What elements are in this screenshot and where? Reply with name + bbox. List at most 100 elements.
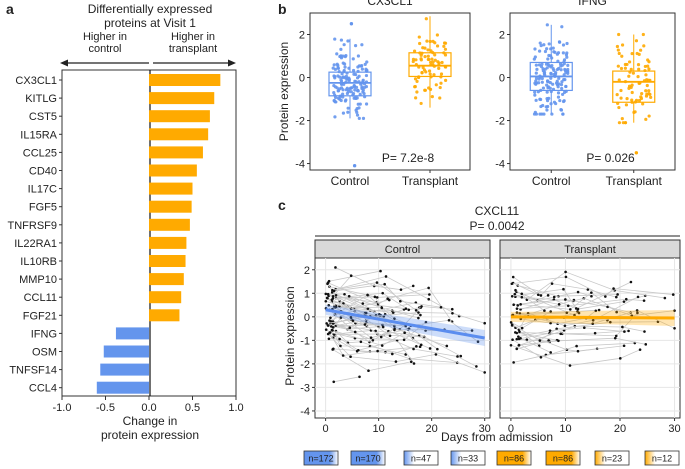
x-tick-label: Transplant [402, 174, 459, 188]
data-point [356, 88, 360, 92]
data-point [352, 72, 356, 76]
data-point [353, 88, 357, 92]
data-point [644, 117, 648, 121]
data-point [645, 83, 649, 88]
data-point [565, 51, 569, 55]
data-point [642, 44, 646, 48]
data-point [459, 354, 463, 358]
data-point [436, 347, 439, 351]
data-point [329, 316, 332, 320]
bar-cst5 [149, 110, 210, 123]
data-point [517, 343, 521, 347]
data-point [380, 344, 384, 347]
data-point [565, 311, 569, 315]
data-point [566, 70, 570, 74]
data-point [443, 64, 447, 69]
data-point [332, 83, 336, 88]
x-tick-label: 30 [668, 423, 680, 435]
subject-trajectory [521, 293, 575, 316]
subject-trajectory [328, 270, 381, 282]
data-point [391, 311, 395, 314]
subject-trajectory [325, 329, 415, 364]
data-point [625, 62, 629, 67]
bar-ccl4 [96, 381, 149, 394]
bar-tnfrsf9 [149, 218, 190, 231]
data-point [547, 339, 550, 342]
data-point [358, 375, 361, 379]
data-point [640, 92, 644, 96]
boxplot-title: IFNG [578, 0, 607, 8]
data-point [622, 344, 626, 348]
data-point [620, 117, 624, 121]
panel-c-pvalue: P= 0.0042 [469, 219, 524, 233]
data-point [351, 68, 356, 73]
data-point [393, 328, 396, 332]
data-point [534, 98, 538, 102]
data-point [533, 90, 537, 94]
data-point [427, 286, 430, 290]
subject-trajectory [329, 286, 430, 298]
data-point [638, 348, 642, 351]
data-point [365, 60, 369, 64]
data-point [636, 295, 640, 299]
data-point [432, 64, 436, 68]
panel-c-cxcl11-scatter: CXCL11 P= 0.0042 -4 -3 -2 -1 0 1 2 Control 0 10 20… [283, 204, 681, 444]
data-point [427, 86, 431, 90]
subject-trajectory [328, 325, 431, 349]
bar-osm [103, 345, 149, 358]
data-point [351, 57, 355, 61]
y-tick-label: OSM [32, 347, 57, 359]
data-point [539, 294, 543, 297]
data-point [450, 307, 454, 311]
data-point [540, 62, 544, 66]
data-point [333, 37, 337, 41]
data-point [612, 287, 615, 290]
annotation-higher-in-control: Higher in control [83, 31, 127, 55]
y-tick-label: KITLG [25, 93, 57, 105]
data-point [663, 296, 667, 300]
data-point [417, 311, 420, 314]
data-point [633, 110, 637, 114]
data-point [361, 78, 365, 82]
data-point [533, 93, 537, 97]
data-point [557, 76, 561, 80]
data-point [549, 351, 552, 354]
data-point [364, 311, 368, 315]
bar-ccl11 [149, 291, 182, 304]
data-point [549, 321, 552, 325]
bar-il10rb [149, 255, 186, 267]
data-point [417, 65, 421, 69]
data-point [576, 349, 580, 353]
data-point [335, 52, 339, 56]
panel-label-a: a [6, 1, 14, 17]
data-point [331, 326, 335, 329]
data-point [557, 303, 561, 306]
data-point [344, 74, 349, 78]
count-label: n=33 [458, 454, 478, 464]
data-point [536, 90, 540, 94]
data-point [359, 340, 363, 344]
subject-trajectory [516, 340, 549, 350]
data-point [356, 54, 360, 58]
data-point [353, 79, 357, 83]
data-point [545, 66, 549, 70]
data-point [332, 63, 336, 67]
data-point [549, 310, 552, 313]
data-point [431, 50, 435, 55]
data-point [439, 75, 443, 79]
sample-count-legend: n=172 n=170 n=47 n=33 n=86 n=86 n=23 n=12 [303, 450, 680, 466]
data-point [534, 63, 538, 67]
data-point [415, 90, 419, 94]
data-point [433, 53, 437, 57]
data-point [555, 79, 559, 83]
data-point [326, 281, 330, 285]
boxplot-pvalue: P= 0.026 [586, 151, 635, 165]
data-point [644, 343, 648, 346]
y-tick-label: IFNG [31, 328, 57, 340]
data-point [438, 85, 442, 90]
count-box [303, 450, 339, 466]
data-point [331, 329, 334, 332]
data-point [338, 337, 341, 341]
data-point [616, 101, 620, 105]
data-point [378, 312, 381, 316]
